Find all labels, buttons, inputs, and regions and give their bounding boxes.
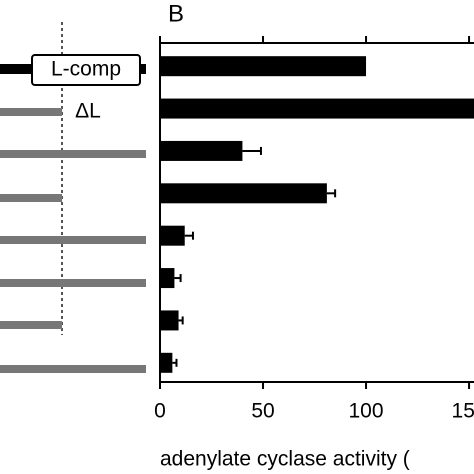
panel-label: B (168, 0, 184, 27)
bar (160, 352, 173, 373)
construct-bar (0, 108, 62, 116)
construct-bar (0, 150, 146, 158)
construct-bar (0, 279, 146, 287)
bar (160, 268, 175, 289)
construct-line (0, 64, 32, 74)
construct-label: L-comp (51, 58, 121, 81)
bar (160, 140, 243, 161)
x-axis-label: adenylate cyclase activity ( (160, 448, 410, 471)
construct-bar (0, 194, 62, 202)
construct-label: ΔL (75, 100, 101, 123)
bar (160, 225, 185, 246)
construct-bar (0, 321, 62, 329)
bar (160, 310, 179, 331)
bar (160, 183, 327, 204)
x-tick-label: 150 (452, 400, 474, 423)
construct-bar (0, 236, 146, 244)
construct-bar (0, 365, 146, 373)
x-tick-label: 50 (251, 400, 274, 423)
x-tick-label: 100 (349, 400, 384, 423)
bar (160, 98, 474, 119)
construct-end (140, 64, 146, 74)
bar (160, 56, 367, 77)
construct-diagram: L-comp ΔL (0, 22, 146, 373)
x-tick-label: 0 (154, 400, 166, 423)
